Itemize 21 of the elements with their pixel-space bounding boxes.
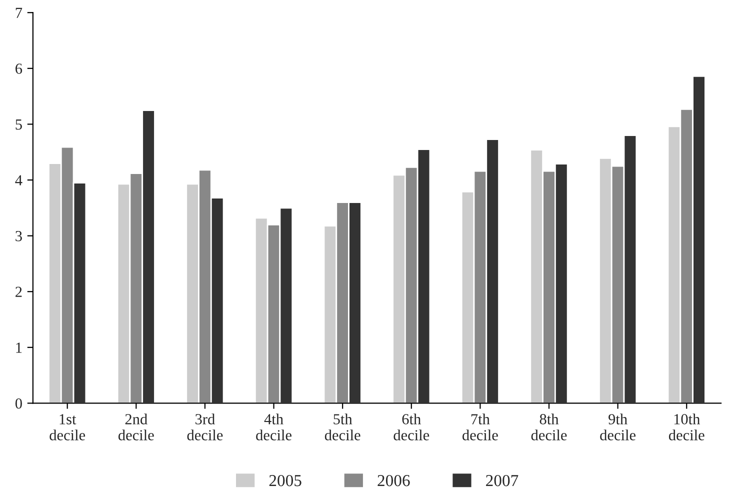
x-tick-label: 8th decile	[531, 414, 567, 440]
y-tick-label: 0	[15, 398, 22, 409]
legend-label: 2006	[378, 474, 410, 486]
x-tick-label: 10th decile	[668, 414, 704, 440]
y-tick-label: 7	[16, 8, 22, 18]
x-tick-label: 5th decile	[324, 414, 360, 440]
x-tick-label: 6th decile	[394, 414, 430, 440]
x-tick-label: 7th decile	[462, 414, 498, 440]
y-tick-label: 3	[16, 230, 22, 242]
x-tick-label: 1st decile	[50, 414, 86, 440]
x-tick-label: 3rd decile	[187, 414, 223, 440]
y-tick-label: 2	[16, 286, 22, 297]
y-tick-label: 4	[15, 175, 22, 186]
y-tick-label: 5	[16, 119, 22, 130]
y-tick-label: 6	[16, 64, 22, 74]
y-tick-label: 1	[16, 342, 22, 353]
legend-label: 2007	[486, 474, 518, 486]
legend-label: 2005	[269, 474, 302, 486]
x-tick-label: 2nd decile	[118, 414, 154, 440]
x-tick-label: 9th decile	[600, 414, 636, 440]
x-tick-label: 4th decile	[256, 414, 292, 440]
